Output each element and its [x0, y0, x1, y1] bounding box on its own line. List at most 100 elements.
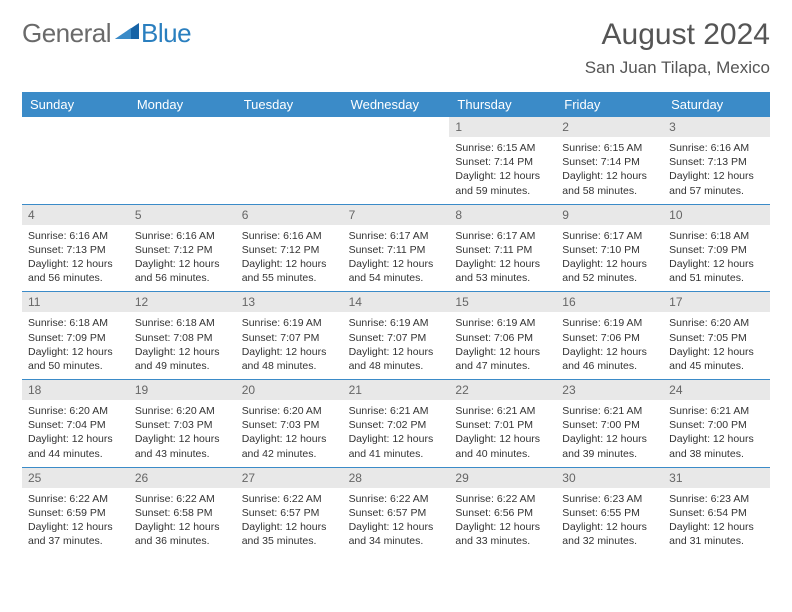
detail-line: Daylight: 12 hours: [669, 432, 764, 446]
day-header: Thursday: [449, 92, 556, 117]
calendar-cell: 31Sunrise: 6:23 AMSunset: 6:54 PMDayligh…: [663, 468, 770, 555]
detail-line: and 39 minutes.: [562, 447, 657, 461]
detail-line: and 33 minutes.: [455, 534, 550, 548]
day-details: Sunrise: 6:19 AMSunset: 7:06 PMDaylight:…: [449, 312, 556, 379]
detail-line: Sunset: 7:07 PM: [242, 331, 337, 345]
detail-line: Sunset: 6:59 PM: [28, 506, 123, 520]
day-number: 18: [22, 380, 129, 400]
detail-line: Sunrise: 6:17 AM: [562, 229, 657, 243]
detail-line: Sunset: 7:12 PM: [242, 243, 337, 257]
detail-line: Daylight: 12 hours: [669, 345, 764, 359]
detail-line: Sunrise: 6:22 AM: [135, 492, 230, 506]
calendar-cell: 21Sunrise: 6:21 AMSunset: 7:02 PMDayligh…: [343, 380, 450, 467]
brand-part-1: General: [22, 18, 111, 49]
detail-line: and 47 minutes.: [455, 359, 550, 373]
day-number: 17: [663, 292, 770, 312]
calendar-cell: 2Sunrise: 6:15 AMSunset: 7:14 PMDaylight…: [556, 117, 663, 204]
day-details: Sunrise: 6:23 AMSunset: 6:54 PMDaylight:…: [663, 488, 770, 555]
detail-line: Sunrise: 6:18 AM: [669, 229, 764, 243]
detail-line: Daylight: 12 hours: [242, 520, 337, 534]
day-number: 6: [236, 205, 343, 225]
day-header: Friday: [556, 92, 663, 117]
detail-line: and 37 minutes.: [28, 534, 123, 548]
detail-line: and 53 minutes.: [455, 271, 550, 285]
detail-line: Daylight: 12 hours: [242, 345, 337, 359]
detail-line: Sunset: 7:08 PM: [135, 331, 230, 345]
detail-line: Sunrise: 6:22 AM: [242, 492, 337, 506]
detail-line: and 50 minutes.: [28, 359, 123, 373]
day-number: 20: [236, 380, 343, 400]
day-details: Sunrise: 6:22 AMSunset: 6:57 PMDaylight:…: [343, 488, 450, 555]
detail-line: Daylight: 12 hours: [562, 169, 657, 183]
day-details: Sunrise: 6:21 AMSunset: 7:02 PMDaylight:…: [343, 400, 450, 467]
detail-line: Sunrise: 6:20 AM: [669, 316, 764, 330]
detail-line: Daylight: 12 hours: [455, 432, 550, 446]
detail-line: Daylight: 12 hours: [562, 345, 657, 359]
detail-line: Sunrise: 6:19 AM: [562, 316, 657, 330]
detail-line: Sunset: 7:12 PM: [135, 243, 230, 257]
detail-line: Sunrise: 6:21 AM: [349, 404, 444, 418]
detail-line: Sunset: 7:02 PM: [349, 418, 444, 432]
detail-line: Sunset: 7:09 PM: [28, 331, 123, 345]
calendar-body: 1Sunrise: 6:15 AMSunset: 7:14 PMDaylight…: [22, 117, 770, 554]
detail-line: Sunrise: 6:19 AM: [455, 316, 550, 330]
day-number: 3: [663, 117, 770, 137]
day-number: [22, 117, 129, 123]
day-details: Sunrise: 6:17 AMSunset: 7:11 PMDaylight:…: [449, 225, 556, 292]
day-details: Sunrise: 6:22 AMSunset: 6:57 PMDaylight:…: [236, 488, 343, 555]
calendar-row: 11Sunrise: 6:18 AMSunset: 7:09 PMDayligh…: [22, 291, 770, 379]
detail-line: and 35 minutes.: [242, 534, 337, 548]
detail-line: and 32 minutes.: [562, 534, 657, 548]
detail-line: Daylight: 12 hours: [135, 520, 230, 534]
calendar-row: 18Sunrise: 6:20 AMSunset: 7:04 PMDayligh…: [22, 379, 770, 467]
calendar-cell: 23Sunrise: 6:21 AMSunset: 7:00 PMDayligh…: [556, 380, 663, 467]
detail-line: Sunset: 7:10 PM: [562, 243, 657, 257]
calendar-cell: 16Sunrise: 6:19 AMSunset: 7:06 PMDayligh…: [556, 292, 663, 379]
day-number: 21: [343, 380, 450, 400]
detail-line: Daylight: 12 hours: [28, 520, 123, 534]
title-block: August 2024 San Juan Tilapa, Mexico: [585, 18, 770, 78]
detail-line: Sunrise: 6:17 AM: [455, 229, 550, 243]
day-number: 14: [343, 292, 450, 312]
day-number: 30: [556, 468, 663, 488]
detail-line: Sunset: 7:14 PM: [562, 155, 657, 169]
day-details: Sunrise: 6:16 AMSunset: 7:12 PMDaylight:…: [236, 225, 343, 292]
detail-line: and 48 minutes.: [242, 359, 337, 373]
detail-line: Sunset: 6:58 PM: [135, 506, 230, 520]
detail-line: Sunrise: 6:19 AM: [349, 316, 444, 330]
calendar-cell: 1Sunrise: 6:15 AMSunset: 7:14 PMDaylight…: [449, 117, 556, 204]
detail-line: Sunrise: 6:22 AM: [455, 492, 550, 506]
detail-line: Daylight: 12 hours: [562, 520, 657, 534]
calendar-cell: 30Sunrise: 6:23 AMSunset: 6:55 PMDayligh…: [556, 468, 663, 555]
detail-line: and 34 minutes.: [349, 534, 444, 548]
detail-line: and 43 minutes.: [135, 447, 230, 461]
detail-line: and 56 minutes.: [135, 271, 230, 285]
day-number: [129, 117, 236, 123]
calendar-cell: [129, 117, 236, 204]
calendar-cell: 3Sunrise: 6:16 AMSunset: 7:13 PMDaylight…: [663, 117, 770, 204]
day-number: [236, 117, 343, 123]
month-title: August 2024: [585, 18, 770, 52]
detail-line: Sunrise: 6:23 AM: [562, 492, 657, 506]
calendar-cell: 6Sunrise: 6:16 AMSunset: 7:12 PMDaylight…: [236, 205, 343, 292]
day-details: Sunrise: 6:21 AMSunset: 7:00 PMDaylight:…: [663, 400, 770, 467]
detail-line: and 56 minutes.: [28, 271, 123, 285]
detail-line: Sunset: 7:01 PM: [455, 418, 550, 432]
day-header: Sunday: [22, 92, 129, 117]
detail-line: Sunrise: 6:15 AM: [562, 141, 657, 155]
day-number: 23: [556, 380, 663, 400]
detail-line: Sunset: 7:13 PM: [28, 243, 123, 257]
day-number: 9: [556, 205, 663, 225]
day-details: Sunrise: 6:20 AMSunset: 7:03 PMDaylight:…: [236, 400, 343, 467]
calendar-cell: 9Sunrise: 6:17 AMSunset: 7:10 PMDaylight…: [556, 205, 663, 292]
calendar-cell: 28Sunrise: 6:22 AMSunset: 6:57 PMDayligh…: [343, 468, 450, 555]
day-details: Sunrise: 6:17 AMSunset: 7:10 PMDaylight:…: [556, 225, 663, 292]
calendar-cell: [22, 117, 129, 204]
detail-line: and 54 minutes.: [349, 271, 444, 285]
day-number: 13: [236, 292, 343, 312]
calendar-cell: 8Sunrise: 6:17 AMSunset: 7:11 PMDaylight…: [449, 205, 556, 292]
detail-line: Sunset: 6:57 PM: [242, 506, 337, 520]
day-details: Sunrise: 6:22 AMSunset: 6:58 PMDaylight:…: [129, 488, 236, 555]
day-number: 31: [663, 468, 770, 488]
day-number: 29: [449, 468, 556, 488]
